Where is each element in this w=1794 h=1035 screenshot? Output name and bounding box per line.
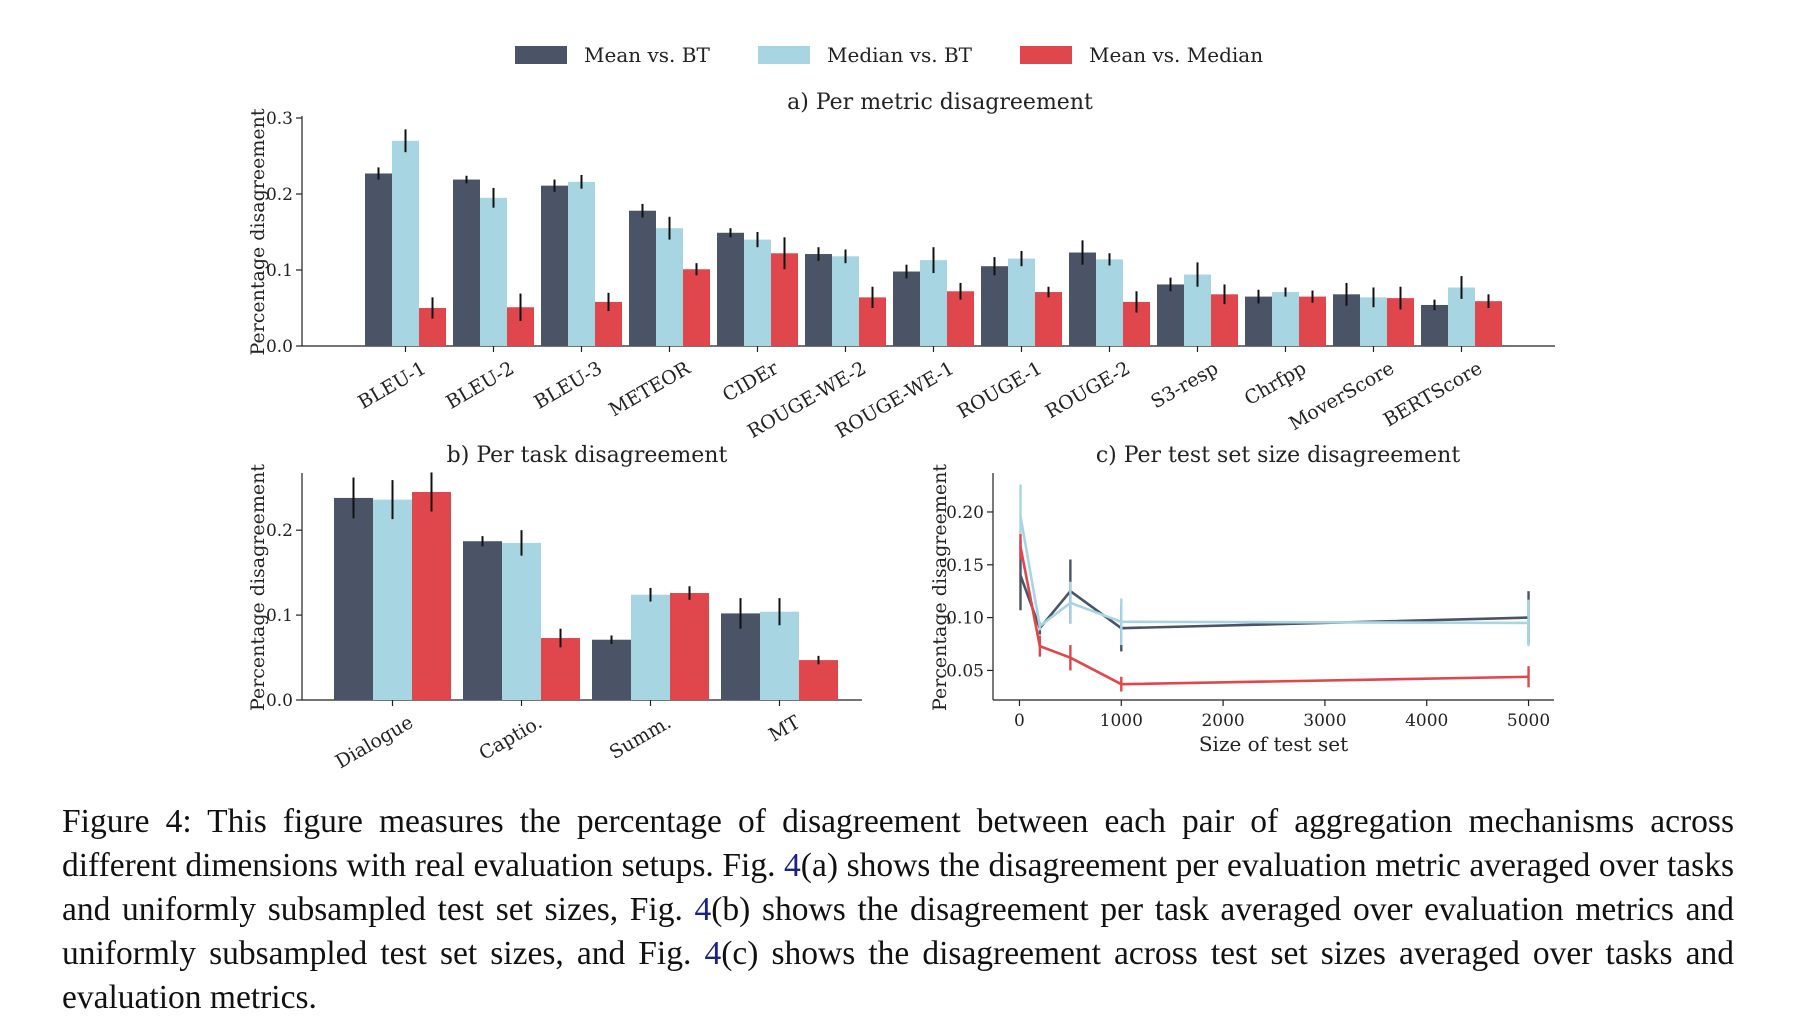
legend-label-1: Mean vs. BT bbox=[584, 43, 710, 67]
panel-a-x-tick-label-7: ROUGE-1 bbox=[954, 357, 1046, 423]
panel-b-bar-3-2 bbox=[541, 638, 580, 700]
panel-a-bar-2-4 bbox=[656, 228, 683, 346]
caption-text-1: Figure 4: This figure measures the perce… bbox=[62, 803, 1734, 884]
panel-a-bar-2-1 bbox=[392, 140, 419, 346]
caption-figure-ref-b[interactable]: 4 bbox=[694, 891, 712, 928]
panel-a-bar-2-2 bbox=[480, 197, 507, 346]
panel-a-bar-1-11 bbox=[1245, 296, 1272, 346]
panel-a-bar-1-9 bbox=[1069, 252, 1096, 346]
panel-a-x-tick-label-0: BLEU-1 bbox=[354, 357, 430, 413]
panel-a-x-tick-label-3: METEOR bbox=[605, 357, 694, 421]
panel-c-series-line-3 bbox=[1019, 546, 1529, 686]
panel-a-title: a) Per metric disagreement bbox=[787, 90, 1093, 115]
panel-a-bar-2-6 bbox=[832, 256, 859, 346]
panel-a-bar-3-13 bbox=[1475, 301, 1502, 346]
panel-b-bar-1-3 bbox=[592, 639, 631, 700]
panel-a-bar-1-2 bbox=[453, 179, 480, 346]
panel-a-bar-2-5 bbox=[744, 239, 771, 346]
panel-a-bar-1-8 bbox=[981, 266, 1008, 346]
panel-a-bar-2-9 bbox=[1096, 259, 1123, 346]
panel-a-y-tick-label-1: 0.1 bbox=[266, 261, 293, 281]
panel-b-x-tick-label-2: Summ. bbox=[606, 711, 675, 764]
panel-b-bar-2-3 bbox=[631, 594, 670, 700]
panel-a-y-tick-label-3: 0.3 bbox=[266, 109, 293, 129]
panel-b-bar-2-4 bbox=[760, 611, 799, 700]
panel-c-y-tick-label-2: 0.15 bbox=[946, 556, 984, 576]
panel-a-bar-1-6 bbox=[805, 254, 832, 346]
caption-text-2: (a) shows the disagreement per evaluatio… bbox=[62, 847, 1734, 928]
figure-4: Mean vs. BT Median vs. BT Mean vs. Median a… bbox=[247, 43, 1555, 773]
panel-a-bar-3-11 bbox=[1299, 296, 1326, 346]
panel-a-bar-2-8 bbox=[1008, 258, 1035, 346]
panel-b-x-tick-label-0: Dialogue bbox=[332, 711, 417, 773]
panel-a-x-tick-label-2: BLEU-3 bbox=[530, 357, 606, 413]
panel-a-bar-1-3 bbox=[541, 185, 568, 346]
panel-a-bar-2-7 bbox=[920, 260, 947, 346]
panel-c-y-tick-label-1: 0.10 bbox=[946, 609, 984, 629]
panel-c-x-tick-label-3: 3000 bbox=[1303, 711, 1346, 731]
panel-a-bar-2-11 bbox=[1272, 292, 1299, 346]
panel-a-x-tick-label-9: S3-resp bbox=[1147, 357, 1222, 413]
panel-a-y-tick-label-2: 0.2 bbox=[266, 185, 293, 205]
panel-a-y-tick-label-0: 0.0 bbox=[266, 337, 293, 357]
panel-b-bar-2-1 bbox=[373, 499, 412, 700]
panel-b-y-tick-label-2: 0.2 bbox=[266, 521, 293, 541]
panel-a-x-tick-label-1: BLEU-2 bbox=[442, 357, 518, 413]
panel-c-x-tick-label-0: 0 bbox=[1014, 711, 1025, 731]
panel-b-bar-2-2 bbox=[502, 542, 541, 700]
panel-a-bar-3-7 bbox=[947, 291, 974, 346]
panel-a-bar-1-10 bbox=[1157, 284, 1184, 346]
panel-a-bar-3-8 bbox=[1035, 292, 1062, 346]
legend-swatch-3 bbox=[1020, 46, 1072, 64]
panel-a-bar-3-4 bbox=[683, 269, 710, 346]
panel-b-y-tick-label-1: 0.1 bbox=[266, 606, 293, 626]
panel-a-bar-1-7 bbox=[893, 271, 920, 346]
panel-a-x-tick-label-12: BERTScore bbox=[1380, 357, 1486, 431]
panel-a-bar-1-13 bbox=[1421, 304, 1448, 346]
panel-c-series-line-1 bbox=[1019, 574, 1529, 630]
panel-b-bar-3-3 bbox=[670, 593, 709, 700]
panel-c-y-tick-label-3: 0.20 bbox=[946, 503, 984, 523]
caption-figure-ref-c[interactable]: 4 bbox=[704, 935, 722, 972]
panel-b-bar-3-4 bbox=[799, 660, 838, 700]
legend-swatch-1 bbox=[515, 46, 567, 64]
panel-b-bar-1-1 bbox=[334, 497, 373, 700]
legend-label-3: Mean vs. Median bbox=[1089, 43, 1263, 67]
panel-b-x-tick-label-1: Captio. bbox=[475, 711, 546, 764]
panel-b-x-tick-label-3: MT bbox=[765, 711, 804, 746]
legend-label-2: Median vs. BT bbox=[827, 43, 973, 67]
caption-figure-ref-a[interactable]: 4 bbox=[784, 847, 801, 884]
caption-text-3: (b) shows the disagreement per task aver… bbox=[62, 891, 1734, 972]
panel-a-bar-1-1 bbox=[365, 173, 392, 346]
panel-c-x-tick-label-4: 4000 bbox=[1405, 711, 1448, 731]
panel-a-bar-1-5 bbox=[717, 232, 744, 346]
panel-a-y-axis-label: Percentage disagreement bbox=[247, 108, 269, 355]
panel-a-bar-1-4 bbox=[629, 210, 656, 346]
panel-b-y-tick-label-0: 0.0 bbox=[266, 691, 293, 711]
panel-b-y-axis-label: Percentage disagreement bbox=[247, 464, 269, 711]
panel-c-title: c) Per test set size disagreement bbox=[1096, 443, 1461, 468]
panel-b-title: b) Per task disagreement bbox=[447, 443, 728, 468]
panel-c-y-tick-label-0: 0.05 bbox=[946, 661, 984, 681]
panel-c-y-axis-label: Percentage disagreement bbox=[929, 464, 951, 711]
figure-caption: Figure 4: This figure measures the perce… bbox=[62, 800, 1734, 1020]
panel-c-x-tick-label-2: 2000 bbox=[1201, 711, 1244, 731]
panel-a-x-tick-label-10: Chrfpp bbox=[1241, 357, 1310, 410]
caption-text-4: (c) shows the disagreement across test s… bbox=[62, 935, 1734, 1016]
panel-c-x-tick-label-1: 1000 bbox=[1100, 711, 1143, 731]
panel-b-bar-1-2 bbox=[463, 541, 502, 700]
panel-b-bar-3-1 bbox=[412, 491, 451, 700]
panel-a-x-tick-label-8: ROUGE-2 bbox=[1042, 357, 1134, 423]
panel-a-bar-2-3 bbox=[568, 181, 595, 346]
panel-c-x-axis-label: Size of test set bbox=[1199, 732, 1348, 756]
panel-c-x-tick-label-5: 5000 bbox=[1507, 711, 1550, 731]
legend-swatch-2 bbox=[758, 46, 810, 64]
panel-a-x-tick-label-4: CIDEr bbox=[719, 357, 783, 407]
